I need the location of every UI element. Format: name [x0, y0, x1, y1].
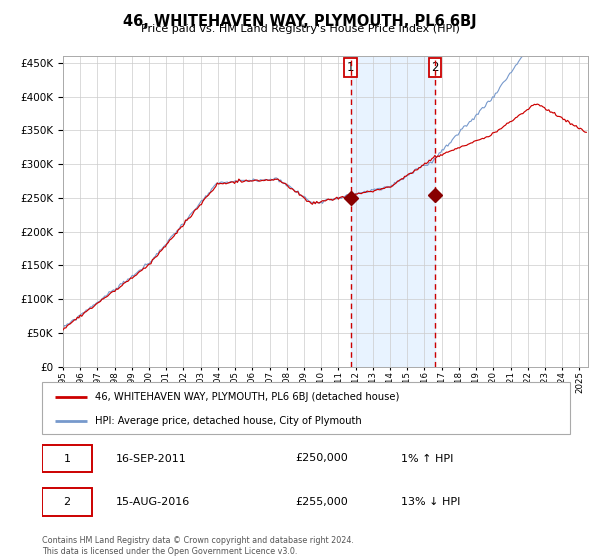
Text: 1: 1: [347, 61, 355, 74]
FancyBboxPatch shape: [42, 445, 92, 473]
Text: 16-SEP-2011: 16-SEP-2011: [116, 454, 187, 464]
Text: 46, WHITEHAVEN WAY, PLYMOUTH, PL6 6BJ (detached house): 46, WHITEHAVEN WAY, PLYMOUTH, PL6 6BJ (d…: [95, 392, 399, 402]
Text: 1% ↑ HPI: 1% ↑ HPI: [401, 454, 454, 464]
FancyBboxPatch shape: [42, 382, 570, 434]
Text: £255,000: £255,000: [295, 497, 348, 507]
Text: 46, WHITEHAVEN WAY, PLYMOUTH, PL6 6BJ: 46, WHITEHAVEN WAY, PLYMOUTH, PL6 6BJ: [123, 14, 477, 29]
Text: 13% ↓ HPI: 13% ↓ HPI: [401, 497, 460, 507]
Text: 15-AUG-2016: 15-AUG-2016: [116, 497, 190, 507]
Text: 1: 1: [64, 454, 71, 464]
FancyBboxPatch shape: [42, 488, 92, 516]
Text: Contains HM Land Registry data © Crown copyright and database right 2024.
This d: Contains HM Land Registry data © Crown c…: [42, 536, 354, 556]
Text: 2: 2: [64, 497, 71, 507]
Text: £250,000: £250,000: [295, 454, 348, 464]
Text: HPI: Average price, detached house, City of Plymouth: HPI: Average price, detached house, City…: [95, 416, 362, 426]
Bar: [350, 56, 435, 367]
Text: 2: 2: [431, 61, 439, 74]
Text: Price paid vs. HM Land Registry's House Price Index (HPI): Price paid vs. HM Land Registry's House …: [140, 24, 460, 34]
